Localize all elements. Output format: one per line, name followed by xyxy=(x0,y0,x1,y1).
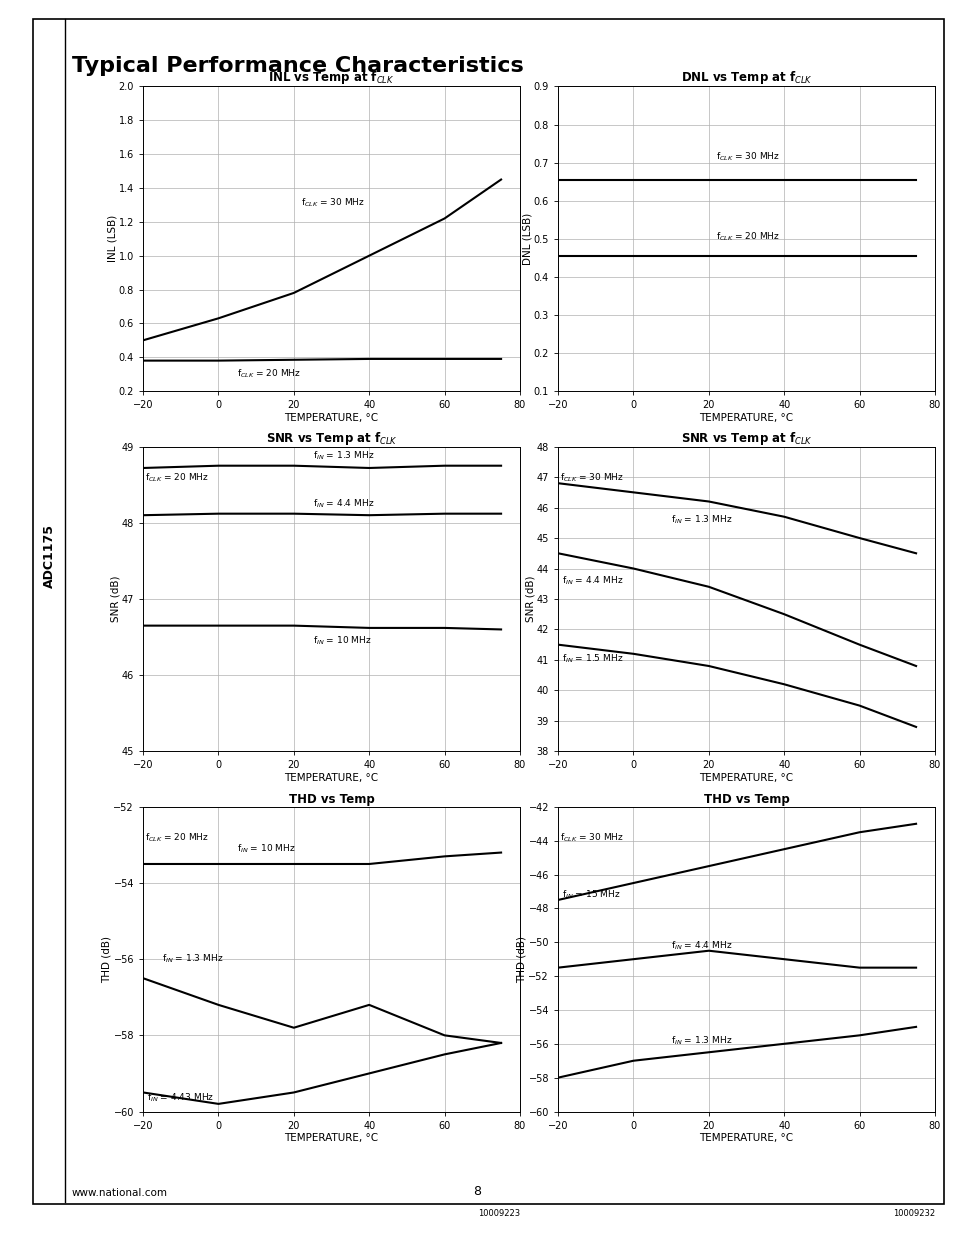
Text: 10009222: 10009222 xyxy=(477,848,519,858)
Text: f$_{IN}$ = 4.43 MHz: f$_{IN}$ = 4.43 MHz xyxy=(147,1092,213,1104)
Text: f$_{CLK}$ = 20 MHz: f$_{CLK}$ = 20 MHz xyxy=(237,368,301,380)
Title: SNR vs Temp at f$_{CLK}$: SNR vs Temp at f$_{CLK}$ xyxy=(265,430,397,447)
Y-axis label: THD (dB): THD (dB) xyxy=(517,936,526,983)
Text: f$_{IN}$ = 1.5 MHz: f$_{IN}$ = 1.5 MHz xyxy=(561,652,622,664)
Text: 10009223: 10009223 xyxy=(477,1209,519,1218)
Y-axis label: THD (dB): THD (dB) xyxy=(102,936,112,983)
Text: f$_{IN}$ = 15 MHz: f$_{IN}$ = 15 MHz xyxy=(561,889,619,902)
Text: f$_{IN}$ = 4.4 MHz: f$_{IN}$ = 4.4 MHz xyxy=(561,574,622,587)
Text: f$_{IN}$ = 4.4 MHz: f$_{IN}$ = 4.4 MHz xyxy=(313,498,374,510)
Title: INL vs Temp at f$_{CLK}$: INL vs Temp at f$_{CLK}$ xyxy=(268,69,395,86)
Text: 8: 8 xyxy=(473,1184,480,1198)
Y-axis label: SNR (dB): SNR (dB) xyxy=(111,576,120,622)
Title: THD vs Temp: THD vs Temp xyxy=(289,793,374,805)
Text: f$_{CLK}$ = 30 MHz: f$_{CLK}$ = 30 MHz xyxy=(559,831,623,844)
Y-axis label: SNR (dB): SNR (dB) xyxy=(525,576,535,622)
Text: 10009232: 10009232 xyxy=(892,1209,934,1218)
Text: 10009233: 10009233 xyxy=(892,848,934,858)
Text: 10009221: 10009221 xyxy=(892,489,934,498)
Y-axis label: DNL (LSB): DNL (LSB) xyxy=(521,212,532,264)
X-axis label: TEMPERATURE, °C: TEMPERATURE, °C xyxy=(699,773,793,783)
Text: f$_{CLK}$ = 20 MHz: f$_{CLK}$ = 20 MHz xyxy=(145,831,209,844)
Text: f$_{IN}$ = 1.3 MHz: f$_{IN}$ = 1.3 MHz xyxy=(162,953,223,966)
Title: DNL vs Temp at f$_{CLK}$: DNL vs Temp at f$_{CLK}$ xyxy=(679,69,812,86)
X-axis label: TEMPERATURE, °C: TEMPERATURE, °C xyxy=(699,1134,793,1144)
Text: f$_{CLK}$ = 30 MHz: f$_{CLK}$ = 30 MHz xyxy=(301,196,365,210)
Text: f$_{IN}$ = 1.3 MHz: f$_{IN}$ = 1.3 MHz xyxy=(313,450,374,462)
X-axis label: TEMPERATURE, °C: TEMPERATURE, °C xyxy=(284,1134,378,1144)
X-axis label: TEMPERATURE, °C: TEMPERATURE, °C xyxy=(284,773,378,783)
Text: f$_{IN}$ = 1.3 MHz: f$_{IN}$ = 1.3 MHz xyxy=(670,1034,732,1047)
Text: f$_{CLK}$ = 20 MHz: f$_{CLK}$ = 20 MHz xyxy=(716,231,780,243)
Text: f$_{IN}$ = 4.4 MHz: f$_{IN}$ = 4.4 MHz xyxy=(670,940,732,952)
Text: f$_{CLK}$ = 30 MHz: f$_{CLK}$ = 30 MHz xyxy=(716,151,780,163)
Y-axis label: INL (LSB): INL (LSB) xyxy=(107,215,117,262)
Text: f$_{CLK}$ = 20 MHz: f$_{CLK}$ = 20 MHz xyxy=(145,471,209,484)
X-axis label: TEMPERATURE, °C: TEMPERATURE, °C xyxy=(284,412,378,422)
Text: 10009220: 10009220 xyxy=(477,489,519,498)
Text: ADC1175: ADC1175 xyxy=(43,524,56,588)
Text: www.national.com: www.national.com xyxy=(71,1188,168,1198)
Text: f$_{IN}$ = 10 MHz: f$_{IN}$ = 10 MHz xyxy=(313,635,371,647)
Text: Typical Performance Characteristics: Typical Performance Characteristics xyxy=(71,56,523,75)
Title: SNR vs Temp at f$_{CLK}$: SNR vs Temp at f$_{CLK}$ xyxy=(679,430,812,447)
X-axis label: TEMPERATURE, °C: TEMPERATURE, °C xyxy=(699,412,793,422)
Title: THD vs Temp: THD vs Temp xyxy=(703,793,788,805)
Text: f$_{IN}$ = 1.3 MHz: f$_{IN}$ = 1.3 MHz xyxy=(670,514,732,526)
Text: f$_{CLK}$ = 30 MHz: f$_{CLK}$ = 30 MHz xyxy=(559,471,623,484)
Text: f$_{IN}$ = 10 MHz: f$_{IN}$ = 10 MHz xyxy=(237,842,295,855)
